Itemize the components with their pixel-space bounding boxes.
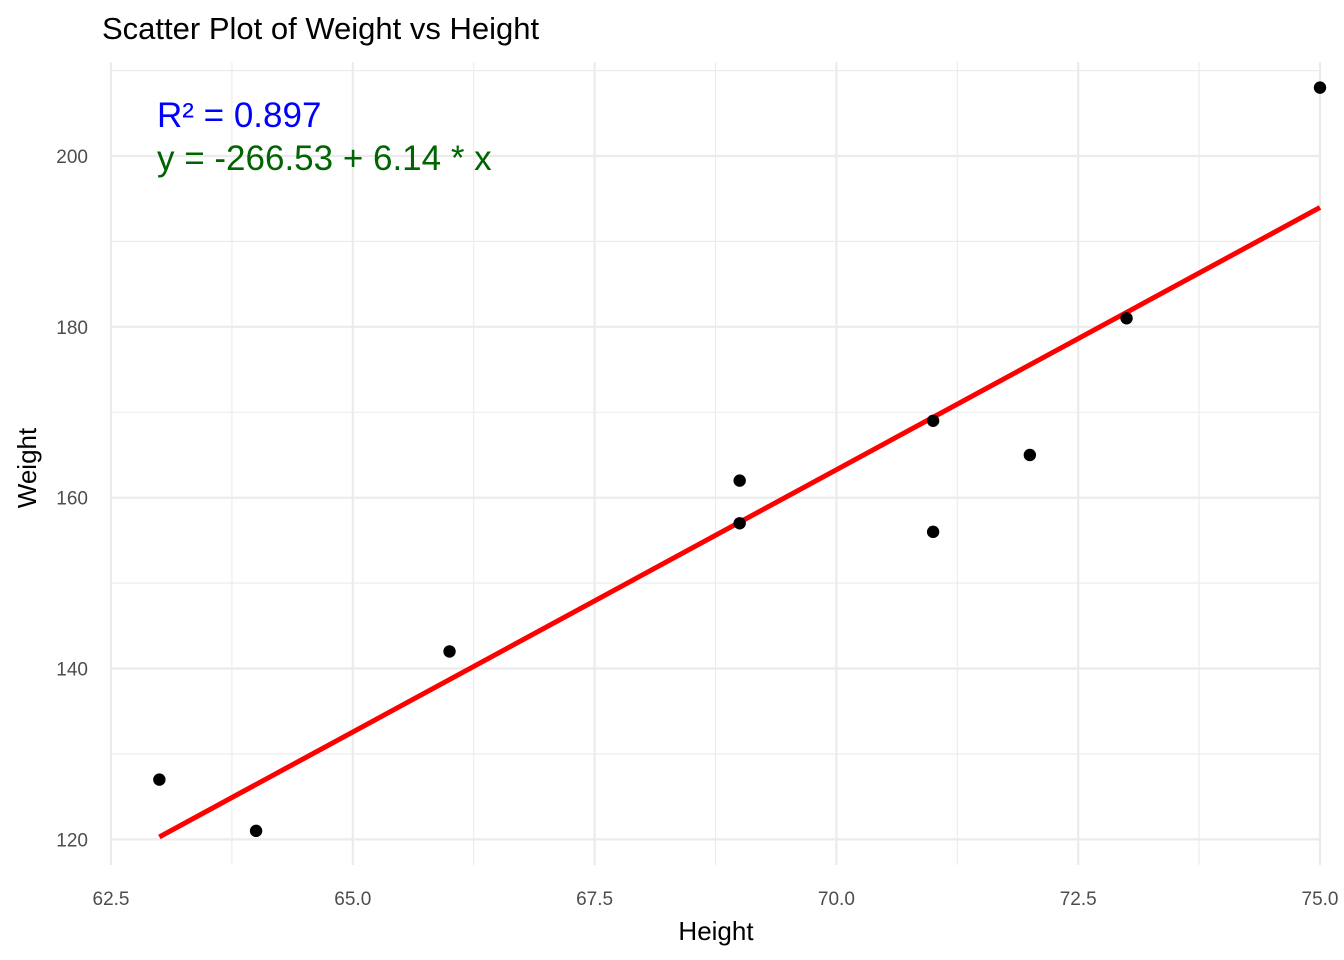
y-tick-label: 180: [56, 318, 88, 339]
x-tick-label: 62.5: [93, 889, 130, 910]
annotations: R² = 0.897 y = -266.53 + 6.14 * x: [157, 96, 492, 178]
grid-lines: [109, 62, 1322, 865]
equation-annotation: y = -266.53 + 6.14 * x: [157, 139, 492, 178]
x-tick-label: 65.0: [334, 889, 371, 910]
x-tick-label: 72.5: [1060, 889, 1097, 910]
data-point: [733, 474, 746, 487]
y-axis-ticks: 120 140 160 180 200: [56, 147, 88, 851]
data-points: [153, 81, 1327, 838]
data-point: [249, 824, 263, 838]
y-tick-label: 160: [56, 489, 88, 510]
x-tick-label: 67.5: [576, 889, 613, 910]
data-point: [733, 517, 746, 530]
data-point: [926, 414, 940, 427]
y-tick-label: 200: [56, 147, 88, 168]
y-tick-label: 120: [56, 830, 88, 851]
x-axis-title: Height: [678, 916, 754, 946]
data-point: [1313, 81, 1327, 94]
x-tick-label: 75.0: [1302, 889, 1339, 910]
data-point: [1023, 448, 1037, 462]
chart-title: Scatter Plot of Weight vs Height: [102, 11, 539, 46]
r-squared-annotation: R² = 0.897: [157, 96, 321, 135]
data-point: [443, 645, 456, 658]
data-point: [926, 525, 940, 539]
data-point: [1120, 312, 1133, 325]
data-point: [153, 773, 166, 786]
x-tick-label: 70.0: [818, 889, 855, 910]
y-tick-label: 140: [56, 660, 88, 681]
x-axis-ticks: 62.5 65.0 67.5 70.0 72.5 75.0: [93, 889, 1339, 910]
y-axis-title: Weight: [12, 427, 42, 508]
